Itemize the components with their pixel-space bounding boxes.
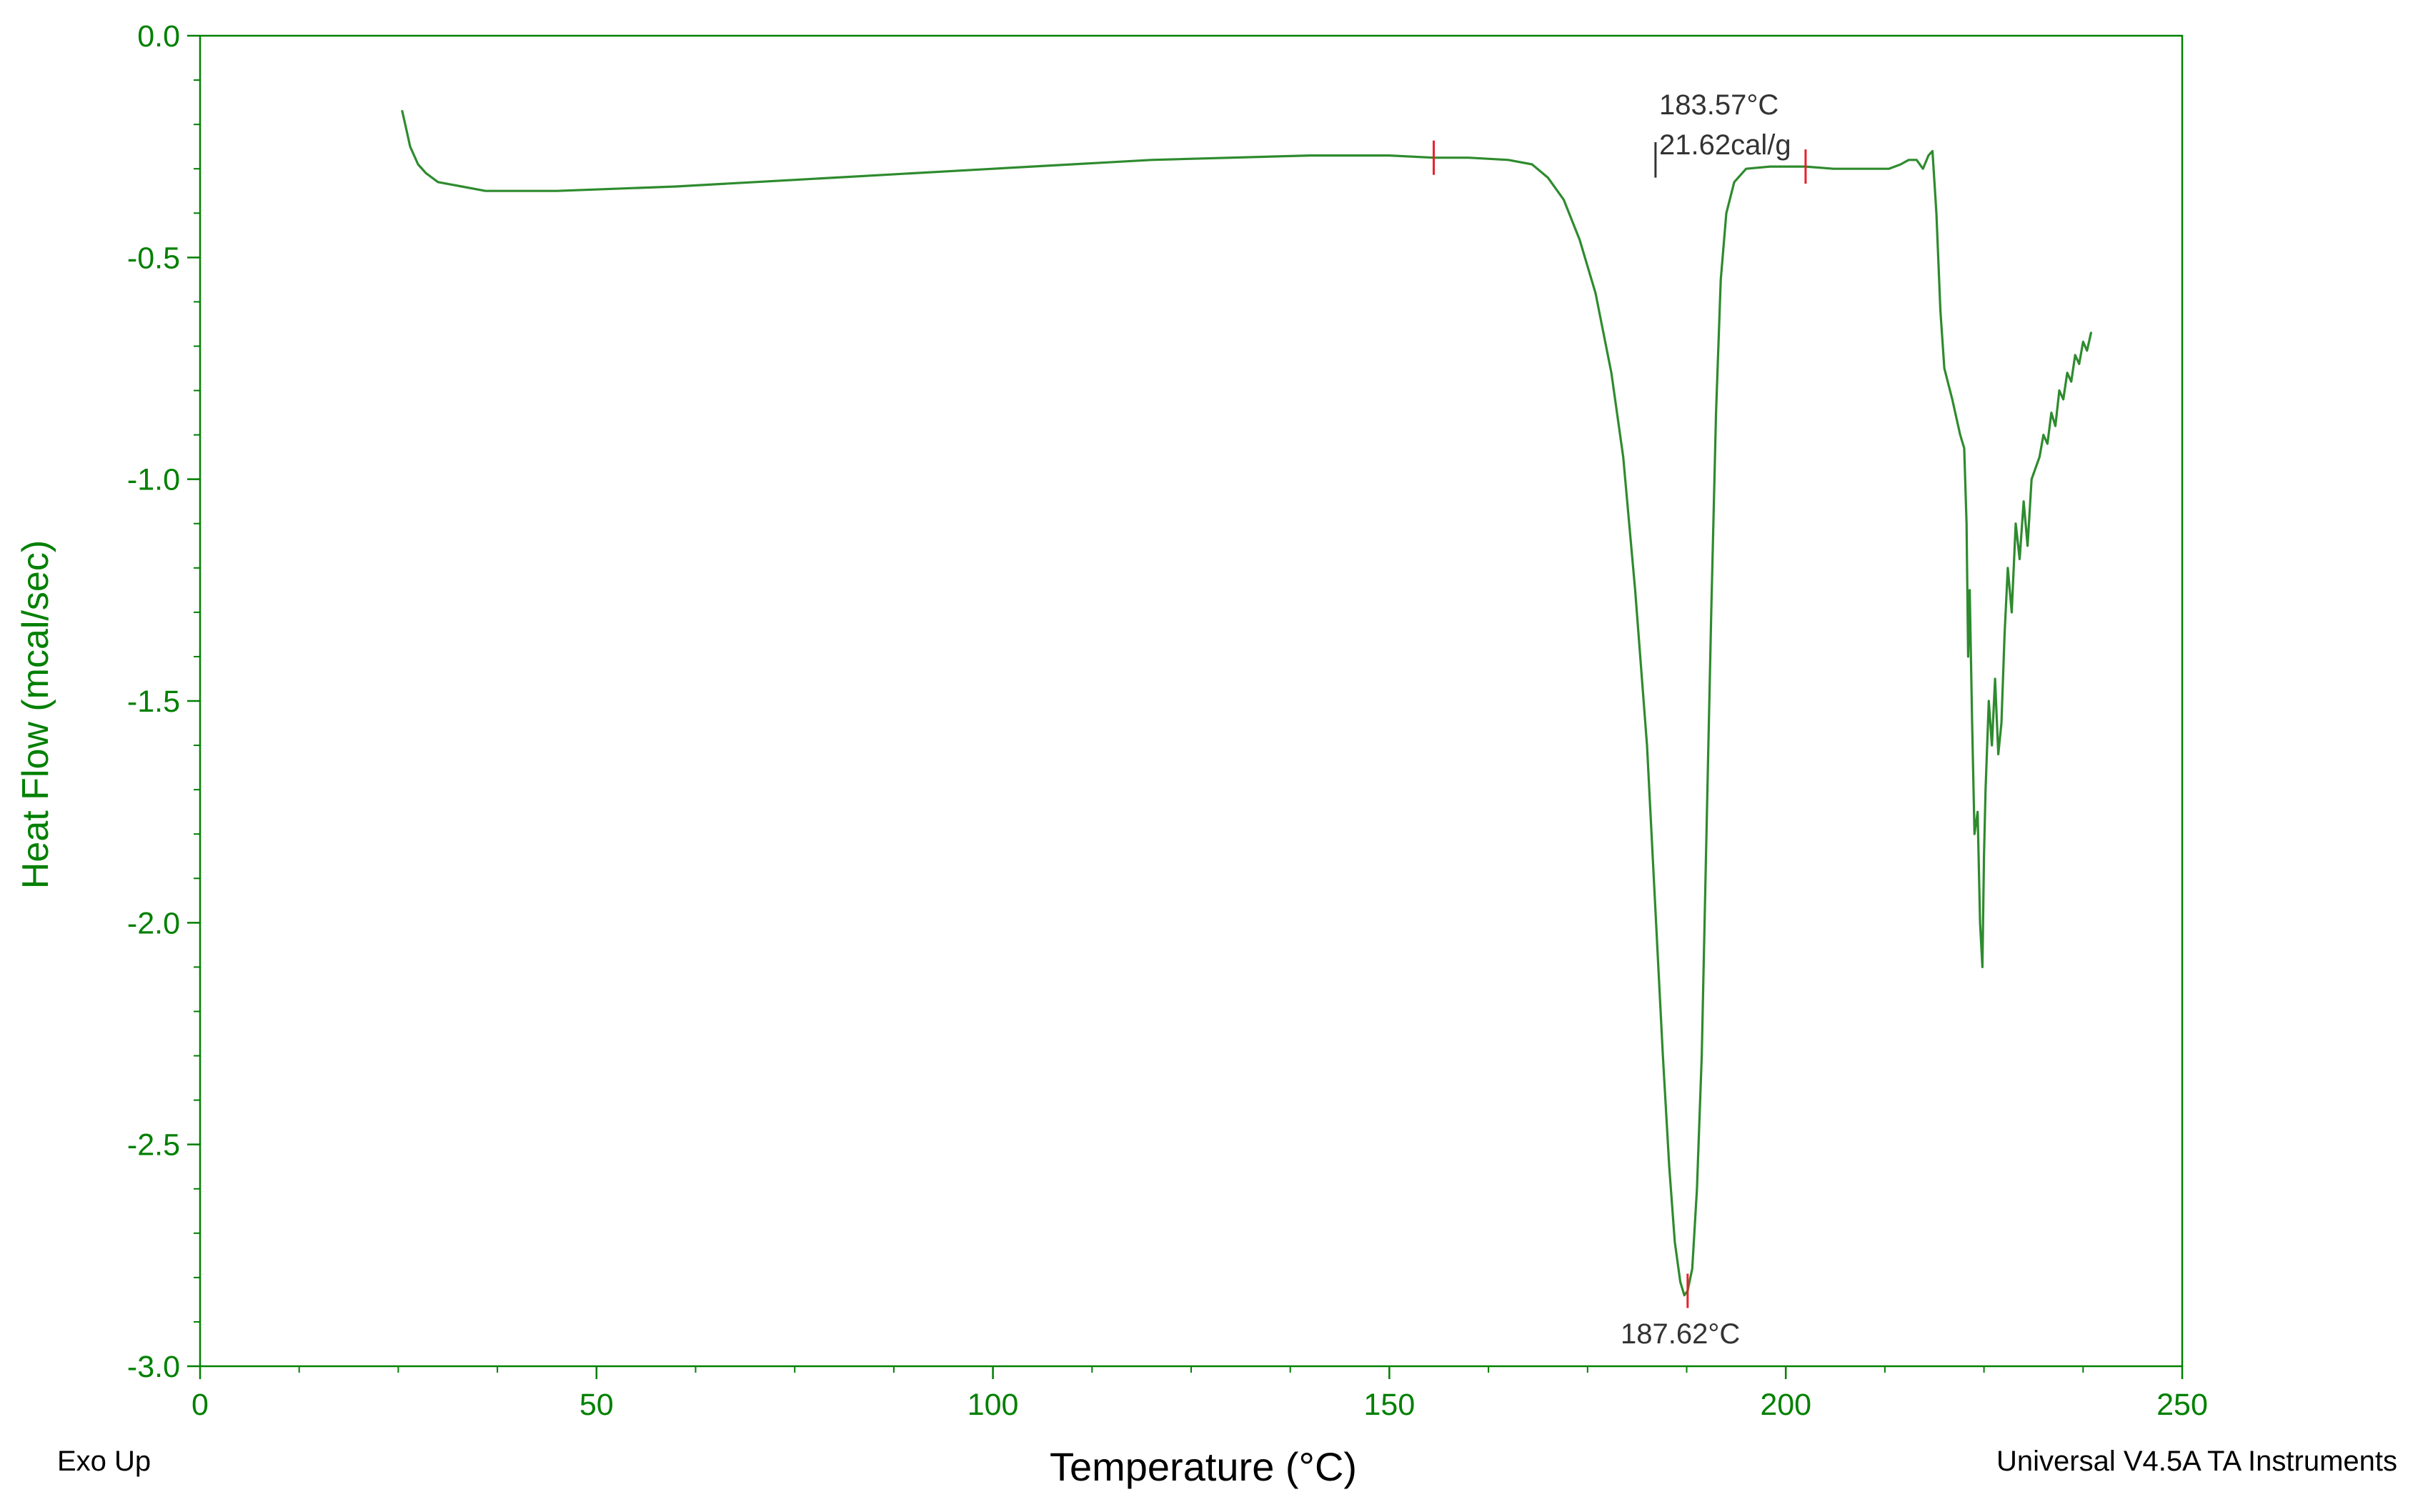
footer-software: Universal V4.5A TA Instruments xyxy=(1996,1446,2397,1477)
x-tick-label: 150 xyxy=(1364,1388,1416,1422)
annotation-peak-temp: 187.62°C xyxy=(1621,1318,1740,1350)
y-tick-label: -3.0 xyxy=(127,1350,180,1384)
y-tick-label: -0.5 xyxy=(127,241,180,275)
series-layer xyxy=(401,109,2092,1297)
plot-frame xyxy=(199,34,2184,1368)
y-tick-label: -1.0 xyxy=(127,463,180,497)
annotation-onset-temp: 183.57°C xyxy=(1659,89,1778,121)
markers-layer xyxy=(1433,140,1807,1308)
x-axis-title: Temperature (°C) xyxy=(1050,1444,1357,1489)
x-tick-label: 50 xyxy=(579,1388,614,1422)
y-tick-label: -2.0 xyxy=(127,906,180,940)
annotation-enthalpy: 21.62cal/g xyxy=(1659,129,1791,161)
x-tick-label: 200 xyxy=(1760,1388,1811,1422)
x-tick-label: 0 xyxy=(191,1388,209,1422)
x-tick-label: 100 xyxy=(967,1388,1019,1422)
y-tick-label: -2.5 xyxy=(127,1128,180,1163)
y-axis-title: Heat Flow (mcal/sec) xyxy=(15,540,56,889)
y-axis: 0.0 -0.5 -1.0 -1.5 -2.0 -2.5 -3.0 xyxy=(127,19,200,1384)
x-tick-label: 250 xyxy=(2156,1388,2208,1422)
x-axis: 0 50 100 150 200 250 xyxy=(191,1366,2208,1422)
y-tick-label: 0.0 xyxy=(137,19,180,54)
footer-exo-up: Exo Up xyxy=(57,1446,151,1477)
y-tick-label: -1.5 xyxy=(127,685,180,719)
heat-flow-line xyxy=(401,109,2092,1297)
